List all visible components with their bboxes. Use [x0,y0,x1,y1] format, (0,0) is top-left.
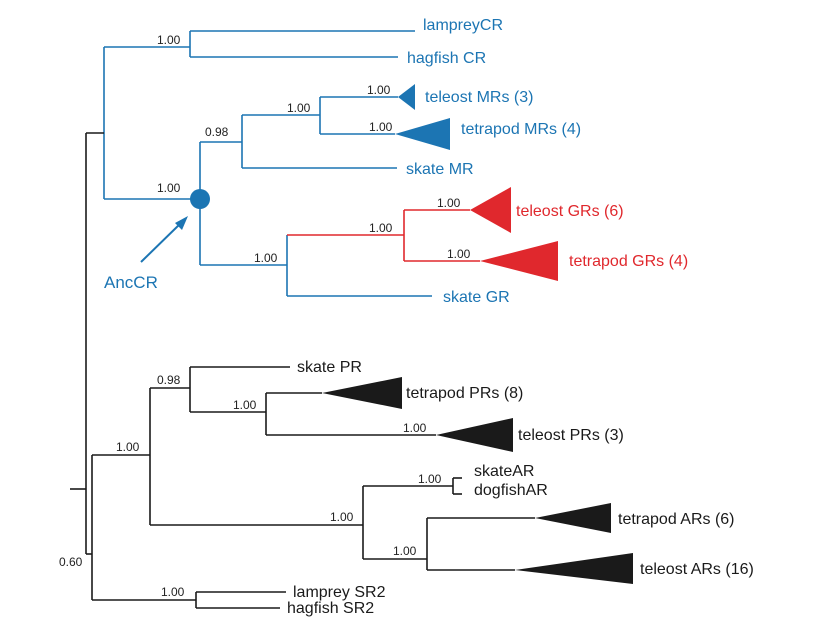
support-pr-teleost: 1.00 [403,421,427,435]
collapsed-tetrapod-mrs [395,118,450,150]
tip-label-teleost-ars: teleost ARs (16) [640,561,754,578]
cr-clade [103,30,432,297]
support-sr2: 1.00 [161,585,185,599]
tip-label-hagfish-cr: hagfish CR [407,50,486,67]
collapsed-teleost-ars [515,553,633,584]
collapsed-tetrapod-grs [480,241,558,281]
support-mr-skate: 0.98 [205,125,229,139]
tip-label-hagfish-sr2: hagfish SR2 [287,600,374,617]
support-pr-skate: 0.98 [157,373,181,387]
tip-label-tetrapod-prs: tetrapod PRs (8) [406,385,523,402]
support-gr-tetrapod: 1.00 [447,247,471,261]
support-root: 0.60 [59,555,83,569]
support-ar-chondrichthyan: 1.00 [418,472,442,486]
support-pr-clade: 1.00 [233,398,257,412]
support-ar-clade: 1.00 [330,510,354,524]
support-pr-ar: 1.00 [116,440,140,454]
tip-labels-black: skate PR tetrapod PRs (8) teleost PRs (3… [287,359,754,617]
tip-labels-red: teleost GRs (6) tetrapod GRs (4) [516,203,688,270]
tip-label-skate-mr: skate MR [406,161,474,178]
tip-labels-blue: lampreyCR hagfish CR teleost MRs (3) tet… [406,17,581,306]
collapsed-tetrapod-prs [322,377,402,409]
support-values: 1.00 1.00 1.00 1.00 0.98 1.00 1.00 1.00 … [59,33,471,599]
tip-label-skate-ar: skateAR [474,463,534,480]
tip-label-lamprey-sr2: lamprey SR2 [293,584,386,601]
collapsed-tetrapod-ars [535,503,611,533]
support-mr-tetrapod: 1.00 [369,120,393,134]
anccr-arrow [140,216,188,263]
tip-label-tetrapod-mrs: tetrapod MRs (4) [461,121,581,138]
tip-label-lamprey-cr: lampreyCR [423,17,503,34]
support-gr-skate: 1.00 [254,251,278,265]
support-mr-clade: 1.00 [287,101,311,115]
support-gr-teleost: 1.00 [437,196,461,210]
tip-label-tetrapod-grs: tetrapod GRs (4) [569,253,688,270]
support-gr-clade: 1.00 [369,221,393,235]
collapsed-teleost-mrs [398,84,415,110]
anccr-label: AncCR [104,273,158,292]
collapsed-teleost-grs [470,187,511,233]
collapsed-teleost-prs [436,418,513,452]
anccr-node-marker [190,189,210,209]
tip-label-teleost-prs: teleost PRs (3) [518,427,624,444]
tip-label-skate-pr: skate PR [297,359,362,376]
tip-label-skate-gr: skate GR [443,289,510,306]
tip-label-dogfish-ar: dogfishAR [474,482,548,499]
tip-label-tetrapod-ars: tetrapod ARs (6) [618,511,735,528]
support-cr-agnathan: 1.00 [157,33,181,47]
gr-osteichthyan-clade [287,209,480,262]
tip-label-teleost-grs: teleost GRs (6) [516,203,624,220]
support-ar-osteichthyan: 1.00 [393,544,417,558]
support-mr-teleost: 1.00 [367,83,391,97]
tip-label-teleost-mrs: teleost MRs (3) [425,89,533,106]
support-anccr: 1.00 [157,181,181,195]
black-subtree [70,132,535,609]
